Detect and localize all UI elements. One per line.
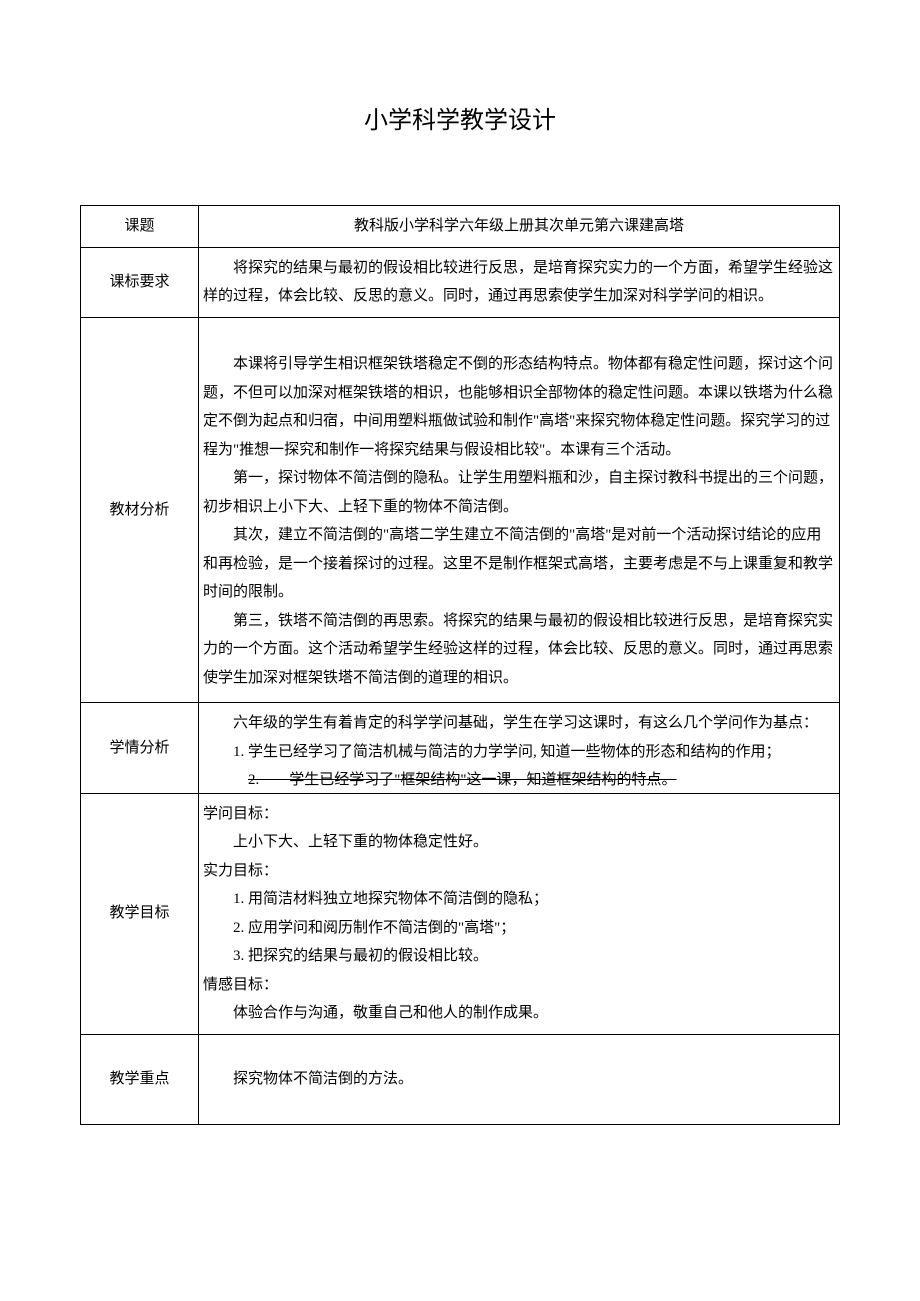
label-focus: 教学重点	[81, 1034, 199, 1124]
label-goals: 教学目标	[81, 793, 199, 1034]
row-standard: 课标要求 将探究的结果与最初的假设相比较进行反思，是培育探究实力的一个方面，希望…	[81, 247, 840, 317]
lesson-plan-table: 课题 教科版小学科学六年级上册其次单元第六课建高塔 课标要求 将探究的结果与最初…	[80, 205, 840, 1125]
standard-p1: 将探究的结果与最初的假设相比较进行反思，是培育探究实力的一个方面，希望学生经验这…	[203, 254, 835, 311]
student-p1: 六年级的学生有着肯定的科学学问基础，学生在学习这课时，有这么几个学问作为基点：	[203, 709, 835, 738]
focus-p1: 探究物体不简洁倒的方法。	[203, 1065, 835, 1094]
content-textbook: 本课将引导学生相识框架铁塔稳定不倒的形态结构特点。物体都有稳定性问题，探讨这个问…	[199, 317, 840, 703]
goals-p1: 上小下大、上轻下重的物体稳定性好。	[203, 828, 835, 857]
row-focus: 教学重点 探究物体不简洁倒的方法。	[81, 1034, 840, 1124]
goals-p3: 2. 应用学问和阅历制作不简洁倒的"高塔"；	[203, 914, 835, 943]
goals-h2: 实力目标：	[203, 857, 835, 886]
goals-p5: 体验合作与沟通，敬重自己和他人的制作成果。	[203, 999, 835, 1028]
row-topic: 课题 教科版小学科学六年级上册其次单元第六课建高塔	[81, 206, 840, 248]
content-topic: 教科版小学科学六年级上册其次单元第六课建高塔	[199, 206, 840, 248]
textbook-p3: 其次，建立不简洁倒的"高塔二学生建立不简洁倒的"高塔"是对前一个活动探讨结论的应…	[203, 521, 835, 607]
textbook-p1: 本课将引导学生相识框架铁塔稳定不倒的形态结构特点。物体都有稳定性问题，探讨这个问…	[203, 350, 835, 464]
goals-h1: 学问目标：	[203, 800, 835, 829]
student-p2: 1. 学生已经学习了简洁机械与简洁的力学学问, 知道一些物体的形态和结构的作用；	[203, 738, 835, 767]
content-goals: 学问目标： 上小下大、上轻下重的物体稳定性好。 实力目标： 1. 用简洁材料独立…	[199, 793, 840, 1034]
content-standard: 将探究的结果与最初的假设相比较进行反思，是培育探究实力的一个方面，希望学生经验这…	[199, 247, 840, 317]
textbook-p2: 第一，探讨物体不简洁倒的隐私。让学生用塑料瓶和沙，自主探讨教科书提出的三个问题，…	[203, 464, 835, 521]
label-standard: 课标要求	[81, 247, 199, 317]
student-p3: 2. 学生已经学习了"框架结构"这一课，知道框架结构的特点。	[203, 766, 835, 793]
row-goals: 教学目标 学问目标： 上小下大、上轻下重的物体稳定性好。 实力目标： 1. 用简…	[81, 793, 840, 1034]
label-textbook: 教材分析	[81, 317, 199, 703]
row-student-analysis: 学情分析 六年级的学生有着肯定的科学学问基础，学生在学习这课时，有这么几个学问作…	[81, 703, 840, 794]
label-student: 学情分析	[81, 703, 199, 794]
content-student: 六年级的学生有着肯定的科学学问基础，学生在学习这课时，有这么几个学问作为基点： …	[199, 703, 840, 794]
row-textbook-analysis: 教材分析 本课将引导学生相识框架铁塔稳定不倒的形态结构特点。物体都有稳定性问题，…	[81, 317, 840, 703]
label-topic: 课题	[81, 206, 199, 248]
goals-p4: 3. 把探究的结果与最初的假设相比较。	[203, 942, 835, 971]
textbook-p4: 第三，铁塔不简洁倒的再思索。将探究的结果与最初的假设相比较进行反思，是培育探究实…	[203, 607, 835, 693]
content-focus: 探究物体不简洁倒的方法。	[199, 1034, 840, 1124]
goals-p2: 1. 用简洁材料独立地探究物体不简洁倒的隐私；	[203, 885, 835, 914]
page-title: 小学科学教学设计	[80, 100, 840, 135]
goals-h3: 情感目标：	[203, 971, 835, 1000]
blank-spacer	[203, 328, 835, 351]
